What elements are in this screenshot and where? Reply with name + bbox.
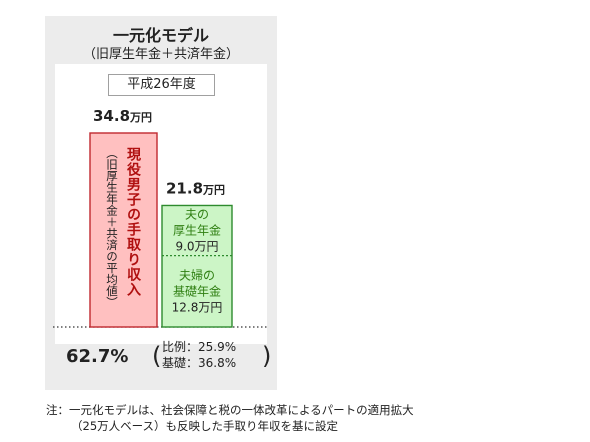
segment-employee-pension-label-line-3: 9.0万円 — [175, 240, 218, 254]
panel-title: 一元化モデル — [112, 26, 209, 45]
footnote: 注：一元化モデルは、社会保障と税の一体改革によるパートの適用拡大 （25万人ベー… — [46, 402, 414, 434]
segment-basic-pension-label-line-2: 基礎年金 — [173, 283, 221, 298]
breakdown-open-paren: ( — [152, 342, 161, 370]
bar-pension-value-label: 21.8万円 — [166, 179, 225, 197]
fiscal-year-label: 平成26年度 — [108, 74, 215, 96]
replacement-rate-value: 62.7% — [66, 346, 128, 367]
panel-subtitle: （旧厚生年金＋共済年金） — [82, 47, 239, 62]
breakdown-proportional: 比例：25.9% — [162, 340, 236, 354]
footnote-line-1: 注：一元化モデルは、社会保障と税の一体改革によるパートの適用拡大 — [46, 403, 414, 417]
segment-employee-pension-label-line-2: 厚生年金 — [173, 223, 221, 238]
bar-earnings-sublabel: （旧厚生年金＋共済の平均値） — [105, 147, 119, 308]
bar-pension — [161, 204, 233, 328]
segment-basic-pension-label-line-1: 夫婦の — [179, 267, 215, 282]
breakdown-close-paren: ) — [262, 342, 271, 370]
bar-earnings-name: 現役男子の手取り収入 — [125, 147, 141, 297]
segment-employee-pension-label-line-1: 夫の — [185, 208, 209, 222]
segment-basic-pension-label-line-3: 12.8万円 — [172, 300, 223, 314]
breakdown-basic: 基礎：36.8% — [162, 356, 236, 370]
footnote-line-2: （25万人ベース）も反映した手取り年収を基に設定 — [71, 419, 339, 433]
bar-earnings — [89, 132, 158, 328]
bar-earnings-value-label: 34.8万円 — [93, 107, 152, 125]
